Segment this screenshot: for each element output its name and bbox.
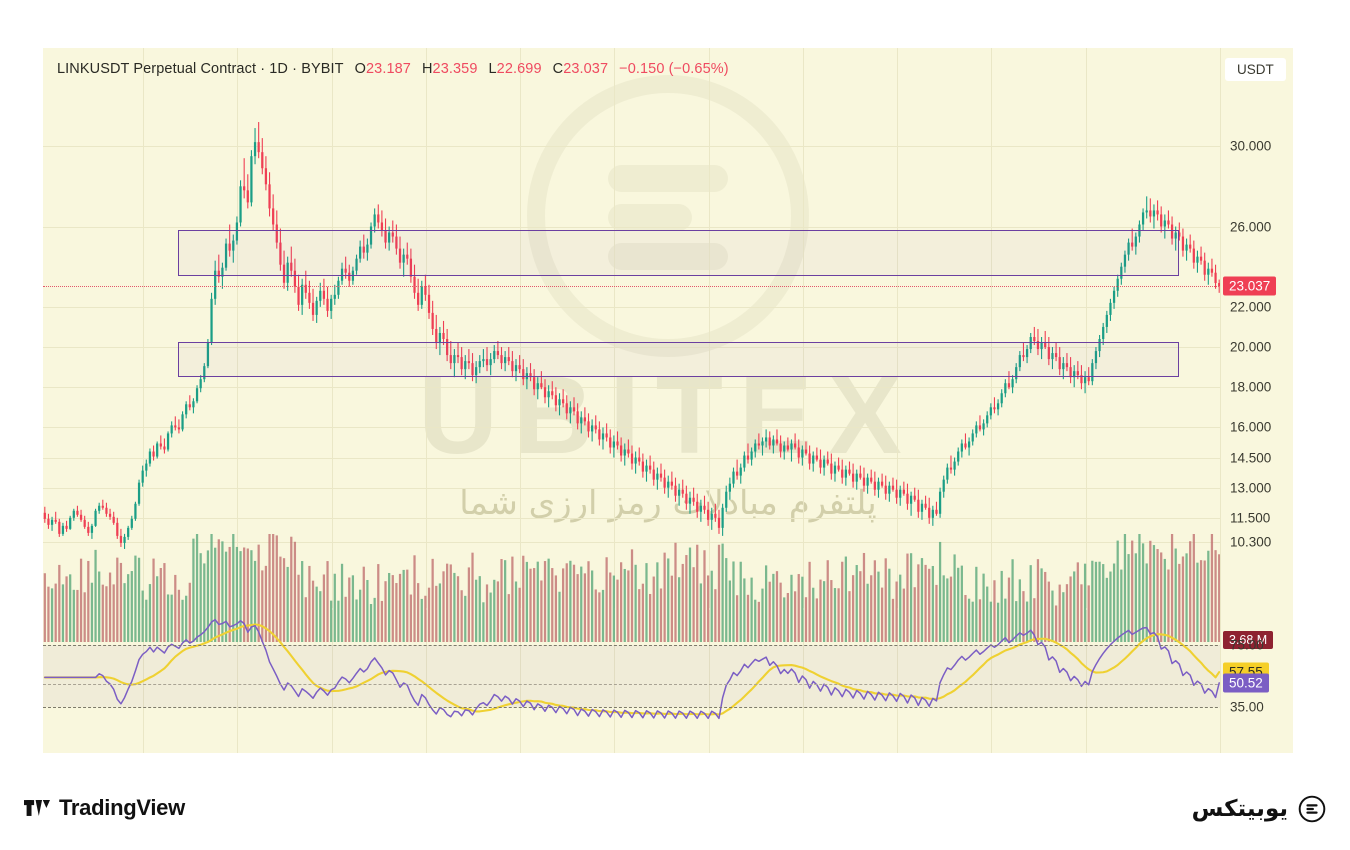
legend-high-value: 23.359 — [432, 61, 478, 77]
last-price-line — [43, 286, 1221, 288]
resistance-zone[interactable] — [178, 229, 1179, 276]
tradingview-logo[interactable]: TradingView — [24, 795, 185, 821]
time-gridline — [991, 610, 993, 753]
price-gridline — [43, 387, 1293, 389]
legend-close-label: C — [552, 61, 564, 77]
legend-close-value: 23.037 — [563, 61, 609, 77]
price-axis-tick: 22.000 — [1230, 299, 1272, 315]
price-axis-tick: 13.000 — [1230, 480, 1272, 496]
rsi-band — [43, 645, 1293, 707]
time-gridline — [520, 610, 522, 753]
time-gridline — [1085, 48, 1087, 608]
legend-sep-1: · — [256, 61, 270, 77]
legend-interval: 1D — [269, 61, 289, 77]
time-gridline — [331, 610, 333, 753]
price-axis-tick: 18.000 — [1230, 379, 1272, 395]
time-gridline — [237, 610, 239, 753]
legend-exchange: BYBIT — [301, 61, 344, 77]
price-pane[interactable] — [43, 48, 1293, 642]
price-axis-tick: 14.500 — [1230, 450, 1272, 466]
price-axis-tick: 30.000 — [1230, 138, 1272, 154]
time-gridline — [708, 610, 710, 753]
last-price-badge[interactable]: 23.037 — [1223, 276, 1277, 296]
legend-change: −0.150 (−0.65%) — [619, 61, 729, 77]
rsi-level-line — [43, 706, 1293, 708]
chart-card[interactable]: UBITEX پلتفرم مبادلات رمز ارزی شما LINKU… — [43, 48, 1293, 753]
candlestick-series — [43, 122, 1221, 549]
time-gridline — [331, 48, 333, 608]
rsi-level-line — [43, 683, 1293, 685]
time-gridline — [802, 610, 804, 753]
price-axis-tick: 16.000 — [1230, 419, 1272, 435]
price-gridline — [43, 517, 1293, 519]
price-gridline — [43, 427, 1293, 429]
price-axis[interactable]: USDT 30.000 26.000 22.000 20.000 18.000 16.00… — [1220, 48, 1293, 753]
price-gridline — [43, 541, 1293, 543]
price-axis-tick: 20.000 — [1230, 339, 1272, 355]
legend-low-label: L — [488, 61, 497, 77]
price-gridline — [43, 347, 1293, 349]
ubitex-wordmark: یوبیتکس — [1191, 796, 1288, 822]
rsi-level-line — [43, 645, 1293, 647]
tradingview-wordmark: TradingView — [59, 795, 185, 820]
time-gridline — [802, 48, 804, 608]
footer-branding: TradingView یوبیتکس — [0, 785, 1350, 850]
ubitex-logo-icon — [1298, 795, 1326, 823]
time-gridline — [520, 48, 522, 608]
rsi-axis-tick: 35.00 — [1230, 699, 1264, 715]
time-gridline — [897, 610, 899, 753]
price-axis-tick: 26.000 — [1230, 219, 1272, 234]
price-gridline — [43, 146, 1293, 148]
rsi-pane[interactable] — [43, 610, 1293, 753]
legend-open-value: 23.187 — [366, 61, 411, 77]
time-gridline — [991, 48, 993, 608]
volume-series — [43, 534, 1221, 642]
rsi-axis-tick: 75.00 — [1230, 637, 1264, 653]
time-gridline — [897, 48, 899, 608]
time-gridline — [708, 48, 710, 608]
price-gridline — [43, 306, 1293, 308]
legend-symbol: LINKUSDT Perpetual Contract — [57, 61, 257, 77]
time-gridline — [425, 610, 427, 753]
time-gridline — [143, 48, 145, 608]
time-gridline — [614, 48, 616, 608]
chart-legend[interactable]: LINKUSDT Perpetual Contract · 1D · BYBIT… — [57, 61, 729, 77]
support-zone[interactable] — [178, 342, 1179, 378]
time-gridline — [237, 48, 239, 608]
legend-high-label: H — [421, 61, 433, 77]
time-gridline — [614, 610, 616, 753]
currency-chip[interactable]: USDT — [1225, 58, 1286, 81]
price-axis-tick: 11.500 — [1230, 510, 1271, 526]
volume-badge[interactable]: 3.68 M — [1223, 631, 1274, 649]
price-gridline — [43, 457, 1293, 459]
legend-low-value: 22.699 — [496, 61, 542, 77]
ubitex-brand[interactable]: یوبیتکس — [1192, 795, 1326, 823]
price-gridline — [43, 226, 1293, 228]
legend-open-label: O — [354, 61, 366, 77]
rsi-value-badge[interactable]: 50.52 — [1223, 673, 1269, 693]
price-axis-tick: 10.300 — [1230, 534, 1272, 550]
time-gridline — [425, 48, 427, 608]
rsi-series — [43, 618, 1221, 720]
tradingview-mark-icon — [24, 800, 50, 816]
legend-sep-2: · — [288, 61, 302, 77]
